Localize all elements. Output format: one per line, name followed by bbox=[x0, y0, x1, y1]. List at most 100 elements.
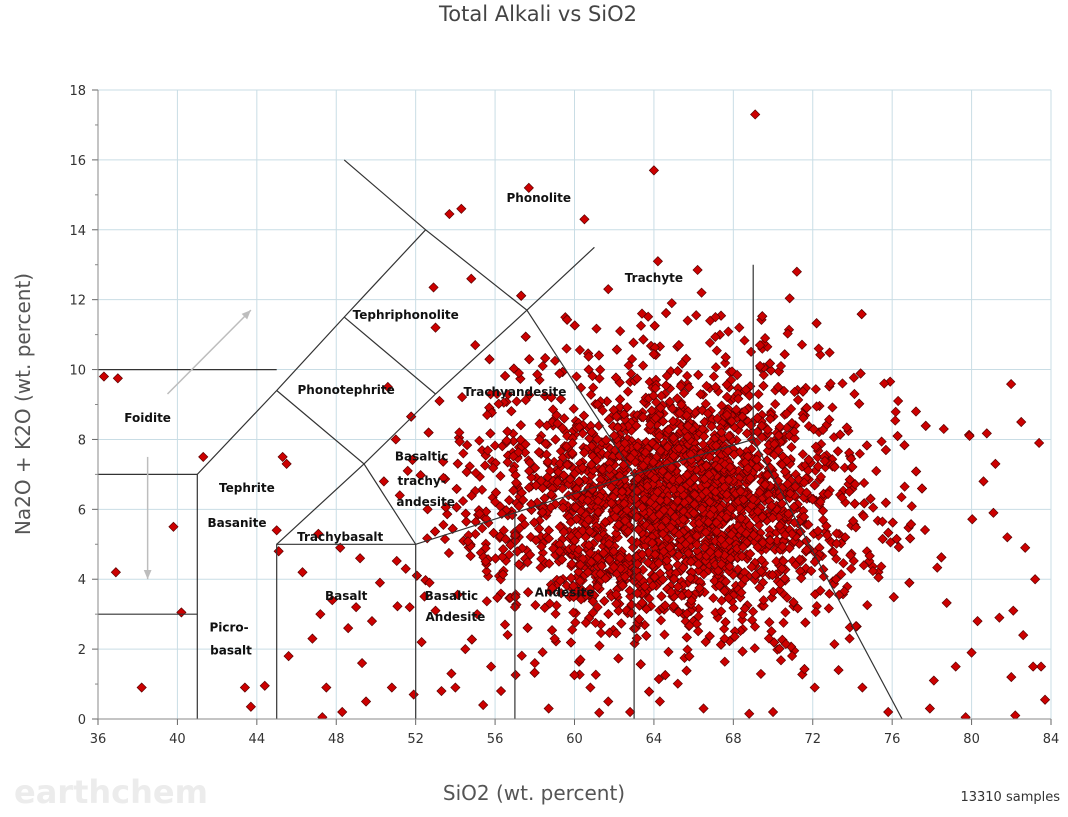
sample-point bbox=[844, 486, 855, 497]
sample-point bbox=[479, 460, 491, 471]
sample-point bbox=[828, 546, 839, 558]
sample-point bbox=[691, 539, 702, 550]
sample-point bbox=[724, 561, 735, 572]
sample-point bbox=[610, 511, 621, 523]
sample-point bbox=[652, 486, 663, 498]
sample-point bbox=[684, 651, 695, 662]
sample-point bbox=[351, 602, 362, 613]
sample-point bbox=[824, 347, 835, 358]
sample-point bbox=[583, 351, 594, 362]
sample-point bbox=[558, 526, 569, 538]
sample-point bbox=[877, 533, 888, 545]
sample-point bbox=[585, 682, 596, 693]
sample-point bbox=[438, 472, 449, 483]
sample-point bbox=[574, 422, 585, 433]
sample-point bbox=[719, 656, 730, 667]
sample-point bbox=[660, 600, 671, 611]
sample-point bbox=[1002, 532, 1013, 543]
sample-point bbox=[637, 360, 649, 371]
sample-point bbox=[663, 646, 674, 657]
sample-point bbox=[722, 445, 734, 456]
sample-point bbox=[632, 473, 643, 484]
sample-point bbox=[1035, 661, 1047, 672]
sample-point bbox=[313, 528, 324, 539]
sample-point bbox=[605, 469, 616, 480]
sample-point bbox=[460, 508, 471, 519]
sample-point bbox=[762, 424, 773, 435]
sample-point bbox=[611, 598, 622, 609]
sample-point bbox=[692, 545, 703, 556]
sample-point bbox=[592, 495, 604, 506]
sample-point bbox=[668, 484, 679, 495]
sample-point bbox=[446, 668, 457, 679]
sample-point bbox=[710, 331, 721, 343]
sample-point bbox=[515, 434, 526, 445]
sample-point bbox=[658, 546, 669, 557]
sample-point bbox=[547, 583, 558, 594]
sample-point bbox=[394, 490, 405, 501]
sample-point bbox=[578, 410, 590, 421]
sample-point bbox=[378, 476, 389, 487]
sample-point bbox=[821, 520, 832, 532]
sample-point bbox=[568, 580, 579, 592]
sample-point bbox=[714, 502, 725, 514]
sample-point bbox=[474, 508, 485, 519]
sample-point bbox=[906, 501, 917, 512]
sample-point bbox=[790, 481, 801, 492]
sample-point bbox=[668, 600, 679, 612]
sample-point bbox=[781, 408, 792, 419]
sample-point bbox=[668, 573, 680, 585]
sample-point bbox=[737, 609, 748, 620]
sample-point bbox=[639, 581, 651, 592]
arrow-head bbox=[241, 310, 251, 320]
sample-point bbox=[356, 657, 368, 669]
sample-point bbox=[789, 386, 800, 398]
sample-point bbox=[595, 568, 606, 579]
sample-point bbox=[714, 580, 725, 591]
sample-point bbox=[749, 643, 760, 654]
sample-point bbox=[1020, 542, 1031, 553]
sample-point bbox=[704, 631, 715, 642]
sample-point bbox=[768, 586, 779, 598]
sample-point bbox=[550, 499, 561, 510]
sample-point bbox=[873, 572, 884, 583]
sample-point bbox=[645, 523, 656, 534]
sample-point bbox=[815, 585, 826, 596]
sample-point bbox=[817, 505, 829, 516]
sample-point bbox=[524, 482, 535, 493]
sample-point bbox=[776, 498, 787, 509]
sample-point bbox=[491, 388, 503, 400]
sample-point bbox=[815, 349, 826, 360]
sample-point bbox=[281, 458, 292, 470]
sample-point bbox=[592, 506, 604, 518]
sample-point bbox=[610, 528, 622, 539]
y-tick-label: 10 bbox=[69, 364, 86, 379]
sample-point bbox=[849, 498, 860, 509]
sample-point bbox=[807, 494, 818, 505]
sample-point bbox=[451, 483, 462, 495]
sample-point bbox=[533, 447, 545, 458]
sample-point bbox=[673, 340, 684, 351]
sample-point bbox=[654, 696, 665, 707]
sample-point bbox=[461, 466, 472, 478]
sample-point bbox=[799, 477, 810, 488]
sample-point bbox=[430, 605, 441, 616]
sample-point bbox=[798, 412, 809, 424]
boundary-line bbox=[343, 316, 436, 395]
sample-point bbox=[638, 507, 649, 518]
sample-point bbox=[867, 565, 879, 577]
sample-point bbox=[594, 707, 605, 718]
sample-point bbox=[811, 318, 822, 329]
sample-point bbox=[633, 571, 645, 583]
sample-point bbox=[676, 399, 687, 410]
sample-point bbox=[854, 448, 865, 459]
sample-point bbox=[575, 654, 586, 665]
sample-point bbox=[321, 682, 332, 693]
sample-point bbox=[689, 489, 700, 500]
sample-point bbox=[705, 546, 716, 558]
sample-point bbox=[787, 650, 798, 662]
sample-point bbox=[561, 580, 572, 591]
sample-point bbox=[452, 589, 463, 600]
sample-point bbox=[571, 371, 582, 382]
sample-point bbox=[836, 569, 847, 580]
